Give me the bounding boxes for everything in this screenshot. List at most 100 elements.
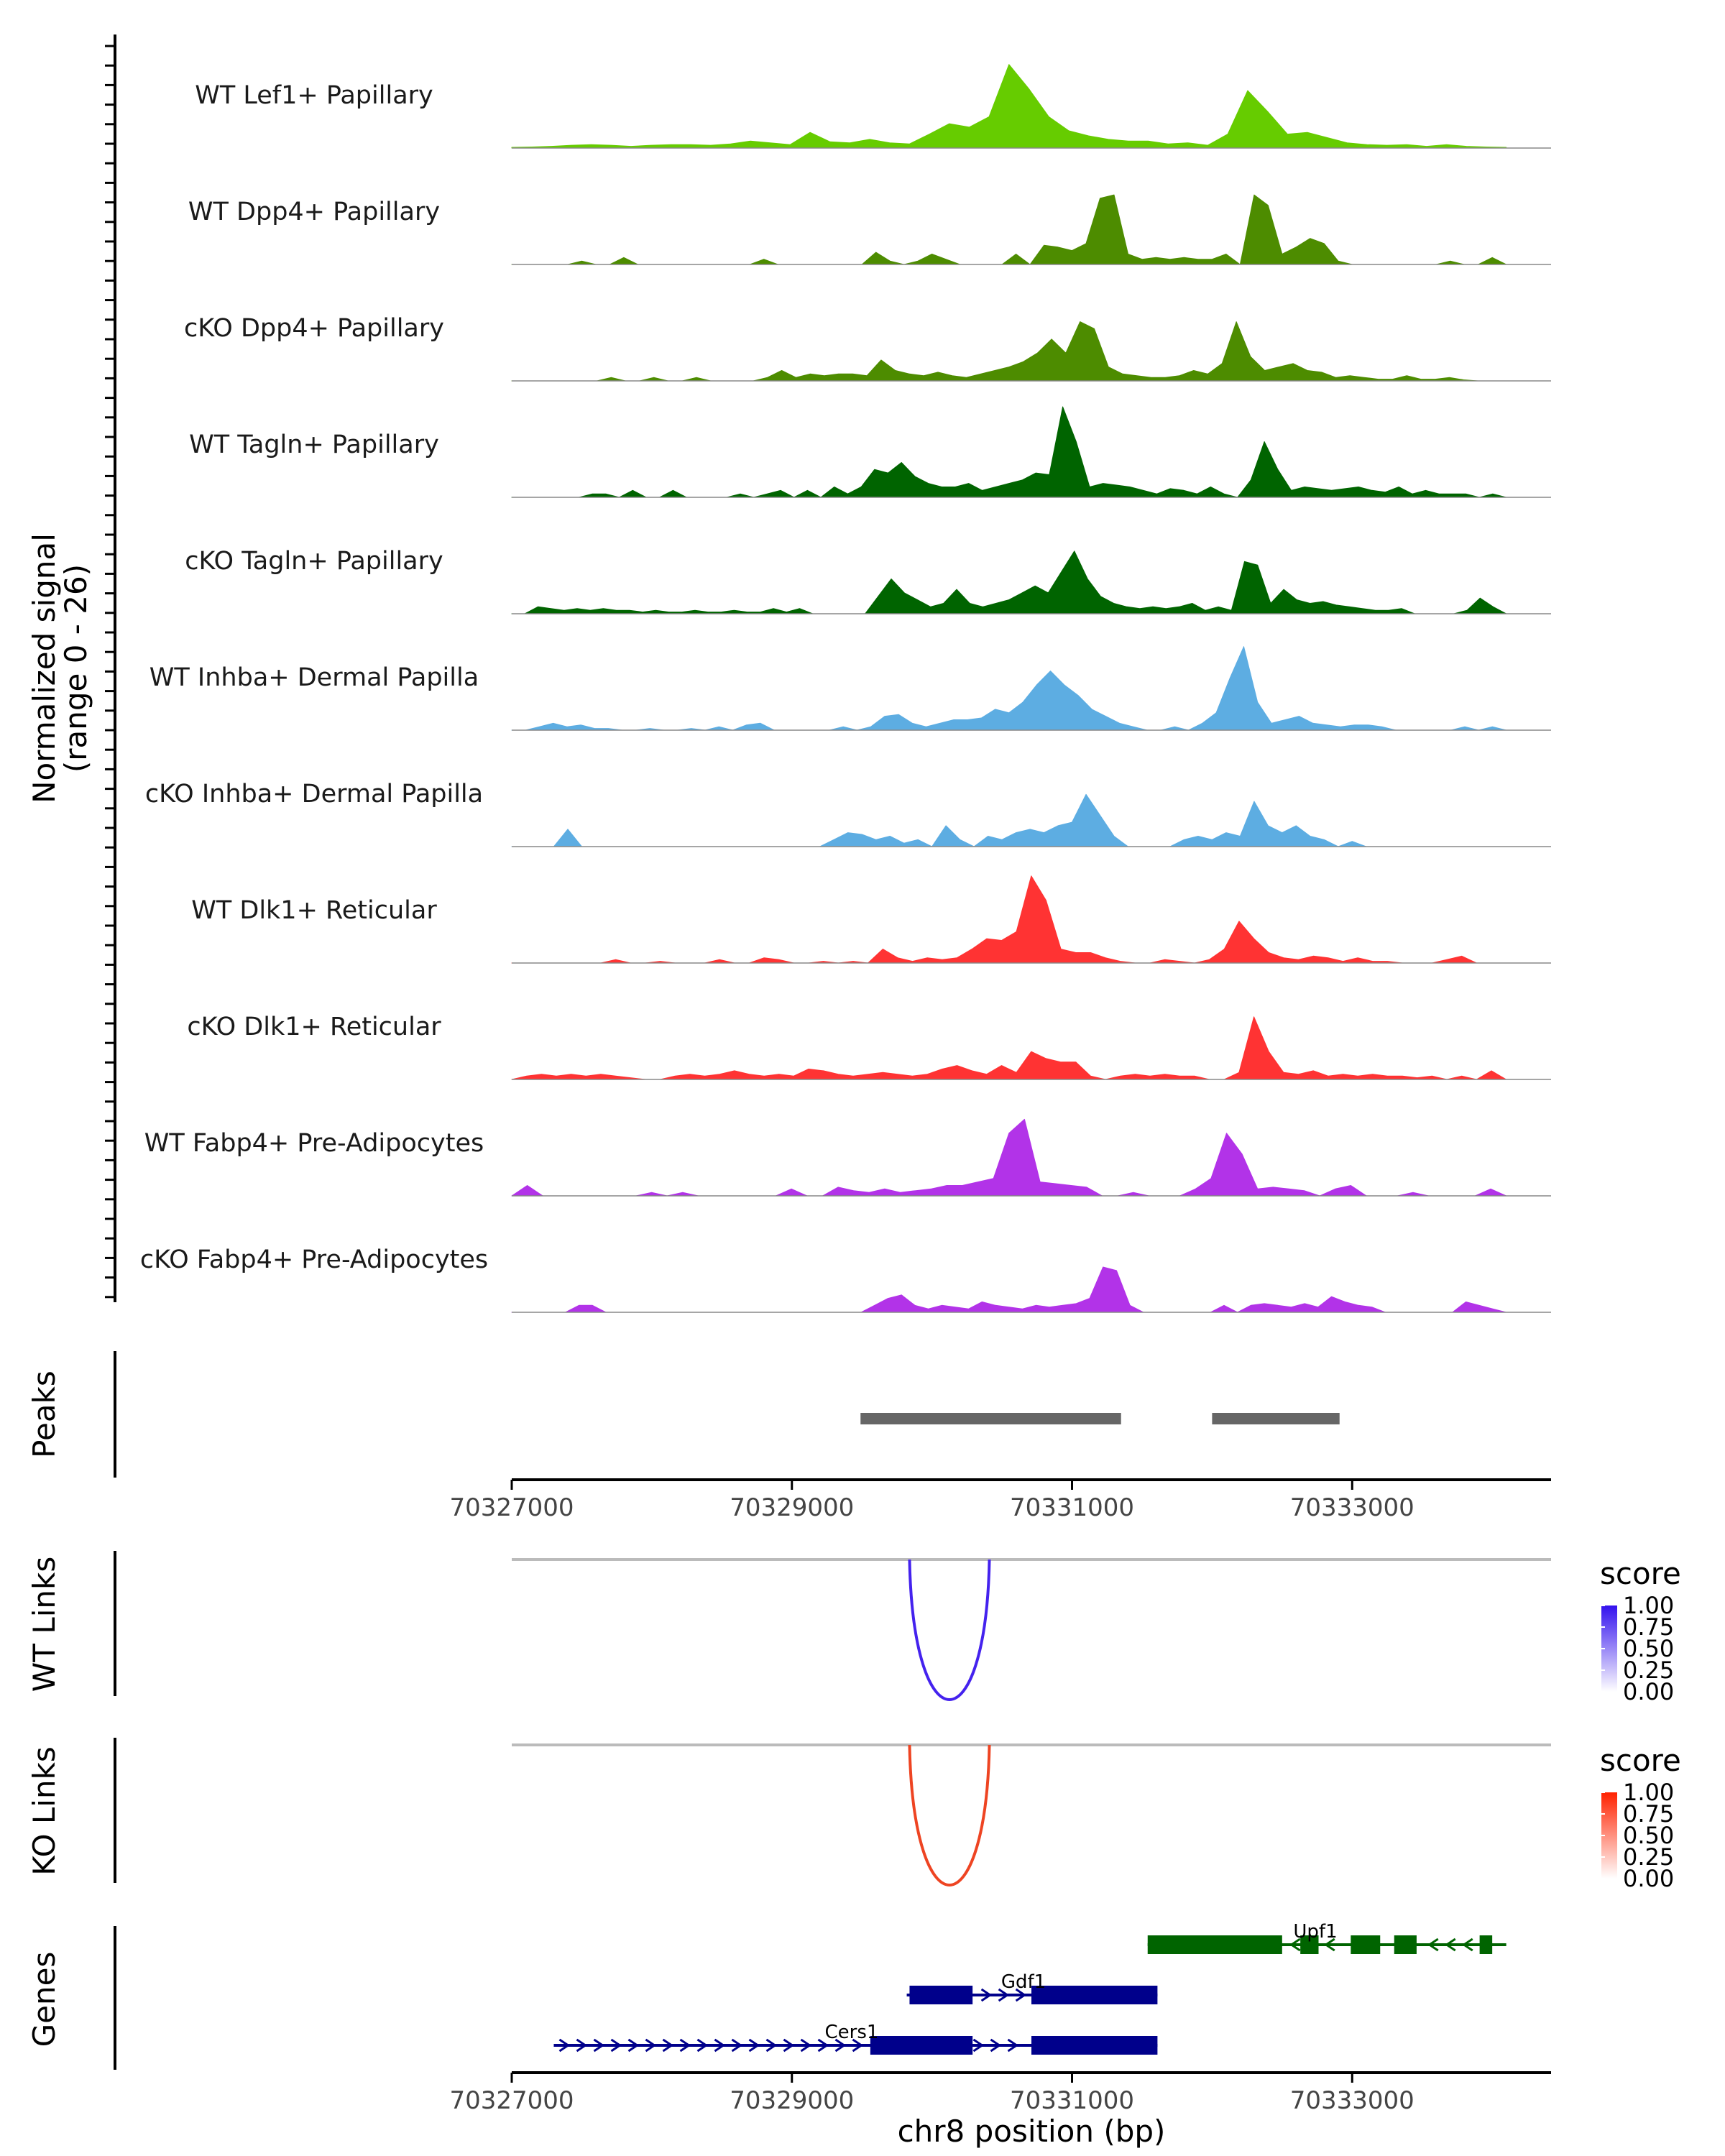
track-label: cKO Inhba+ Dermal Papilla bbox=[145, 780, 483, 808]
strand-chevron bbox=[1427, 1938, 1439, 1952]
coverage-area bbox=[511, 1118, 1507, 1197]
peak-bar bbox=[860, 1413, 1121, 1424]
x-tick-label: 70327000 bbox=[449, 2086, 574, 2115]
coverage-panel: Normalized signal (range 0 - 26) WT Lef1… bbox=[27, 34, 1551, 1313]
ko-legend-colorbar bbox=[1601, 1792, 1617, 1879]
legend-tick-label: 1.00 bbox=[1623, 1592, 1674, 1619]
track-label: cKO Dlk1+ Reticular bbox=[187, 1013, 441, 1041]
gene-models: Upf1 Gdf1 Cers1 bbox=[553, 1921, 1506, 2055]
coverage-tracks: WT Lef1+ Papillary WT Dpp4+ Papillary cKO … bbox=[140, 64, 1551, 1313]
legend-tick-label: 1.00 bbox=[1623, 1779, 1674, 1806]
x-tick-label: 70331000 bbox=[1010, 1493, 1134, 1522]
gene-model: Cers1 bbox=[553, 2022, 1158, 2055]
track-label: WT Tagln+ Papillary bbox=[189, 430, 439, 459]
coverage-track: WT Dlk1+ Reticular bbox=[191, 875, 1551, 964]
wt-links-panel: WT Links score 1.000.750.500.250.00 bbox=[27, 1551, 1681, 1705]
legend-tick-label: 0.50 bbox=[1623, 1822, 1674, 1849]
wt-legend-title: score bbox=[1600, 1556, 1681, 1591]
strand-chevron bbox=[1445, 1938, 1456, 1952]
strand-chevron bbox=[558, 2038, 571, 2053]
strand-chevron bbox=[627, 2038, 640, 2053]
genes-panel: Genes Upf1 Gdf1 Cers1 70327000 70329000 7033… bbox=[27, 1921, 1551, 2149]
strand-chevron bbox=[998, 1988, 1010, 2002]
strand-chevron bbox=[990, 2038, 1002, 2053]
coverage-track: cKO Dpp4+ Papillary bbox=[184, 314, 1551, 382]
coverage-track: WT Lef1+ Papillary bbox=[195, 64, 1551, 149]
strand-chevron bbox=[748, 2038, 760, 2053]
strand-chevron bbox=[817, 2038, 829, 2053]
legend-tick-label: 0.25 bbox=[1623, 1843, 1674, 1871]
gene-name-label: Cers1 bbox=[825, 2022, 879, 2043]
strand-chevron bbox=[576, 2038, 588, 2053]
x-axis-title: chr8 position (bp) bbox=[898, 2114, 1166, 2149]
x-axis-bottom: 70327000 70329000 70331000 70333000 bbox=[449, 2073, 1414, 2115]
coverage-track: cKO Fabp4+ Pre-Adipocytes bbox=[140, 1245, 1551, 1313]
strand-chevron bbox=[980, 1988, 993, 2002]
track-label: cKO Fabp4+ Pre-Adipocytes bbox=[140, 1245, 488, 1274]
track-label: WT Lef1+ Papillary bbox=[195, 81, 433, 110]
strand-chevron bbox=[852, 2038, 864, 2053]
strand-chevron bbox=[1289, 1938, 1301, 1952]
gene-exon bbox=[870, 2036, 973, 2055]
x-tick-label: 70331000 bbox=[1010, 2086, 1134, 2115]
wt-legend-ticks: 1.000.750.500.250.00 bbox=[1601, 1592, 1674, 1705]
legend-tick-label: 0.50 bbox=[1623, 1635, 1674, 1662]
track-label: cKO Tagln+ Papillary bbox=[185, 547, 443, 576]
x-tick-label: 70327000 bbox=[449, 1493, 574, 1522]
gene-exon bbox=[1351, 1935, 1381, 1954]
strand-chevron bbox=[1462, 1938, 1473, 1952]
strand-chevron bbox=[610, 2038, 622, 2053]
track-label: WT Dlk1+ Reticular bbox=[191, 896, 437, 925]
coverage-axis-ticks bbox=[105, 45, 115, 1299]
coverage-area bbox=[511, 1016, 1507, 1080]
wt-legend-colorbar bbox=[1601, 1606, 1617, 1692]
strand-chevron bbox=[645, 2038, 657, 2053]
gene-name-label: Gdf1 bbox=[1001, 1971, 1046, 1993]
strand-chevron bbox=[972, 2038, 985, 2053]
wt-links-label: WT Links bbox=[27, 1557, 62, 1692]
strand-chevron bbox=[1007, 2038, 1019, 2053]
gene-model: Upf1 bbox=[1147, 1921, 1506, 1954]
track-label: WT Inhba+ Dermal Papilla bbox=[150, 663, 479, 692]
x-tick-label: 70333000 bbox=[1290, 1493, 1414, 1522]
strand-chevron bbox=[834, 2038, 847, 2053]
legend-tick-label: 0.75 bbox=[1623, 1613, 1674, 1641]
peak-bars bbox=[860, 1413, 1340, 1424]
coverage-track: cKO Inhba+ Dermal Papilla bbox=[145, 780, 1551, 847]
strand-chevron bbox=[662, 2038, 674, 2053]
strand-chevron bbox=[679, 2038, 691, 2053]
genes-label: Genes bbox=[27, 1952, 62, 2047]
strand-chevron bbox=[714, 2038, 726, 2053]
ko-links-panel: KO Links score 1.000.750.500.250.00 bbox=[27, 1738, 1681, 1892]
coverage-area bbox=[511, 406, 1507, 498]
track-label: cKO Dpp4+ Papillary bbox=[184, 314, 444, 343]
peaks-label: Peaks bbox=[27, 1370, 62, 1458]
coverage-track: cKO Tagln+ Papillary bbox=[185, 547, 1551, 614]
strand-chevron bbox=[800, 2038, 812, 2053]
wt-link-arc bbox=[908, 1559, 991, 1701]
strand-chevron bbox=[1015, 1988, 1027, 2002]
legend-tick-label: 0.00 bbox=[1623, 1678, 1674, 1705]
ko-legend-title: score bbox=[1600, 1743, 1681, 1778]
x-tick-label: 70329000 bbox=[730, 2086, 854, 2115]
ko-legend-ticks: 1.000.750.500.250.00 bbox=[1601, 1779, 1674, 1892]
ko-links-label: KO Links bbox=[27, 1746, 62, 1876]
coverage-ylabel-range: (range 0 - 26) bbox=[58, 564, 93, 773]
coverage-track: WT Inhba+ Dermal Papilla bbox=[150, 646, 1551, 731]
strand-chevron bbox=[696, 2038, 709, 2053]
legend-tick-label: 0.00 bbox=[1623, 1865, 1674, 1892]
strand-chevron bbox=[765, 2038, 778, 2053]
gene-model: Gdf1 bbox=[906, 1971, 1158, 2004]
x-tick-label: 70333000 bbox=[1290, 2086, 1414, 2115]
peak-bar bbox=[1212, 1413, 1340, 1424]
gene-exon bbox=[1479, 1935, 1493, 1954]
gene-exon bbox=[1031, 2036, 1158, 2055]
strand-chevron bbox=[783, 2038, 795, 2053]
gene-exon bbox=[1300, 1935, 1319, 1954]
track-label: WT Dpp4+ Papillary bbox=[188, 198, 440, 226]
legend-tick-label: 0.75 bbox=[1623, 1800, 1674, 1828]
coverage-area bbox=[511, 64, 1507, 149]
coverage-area bbox=[511, 550, 1507, 614]
legend-tick-label: 0.25 bbox=[1623, 1657, 1674, 1684]
